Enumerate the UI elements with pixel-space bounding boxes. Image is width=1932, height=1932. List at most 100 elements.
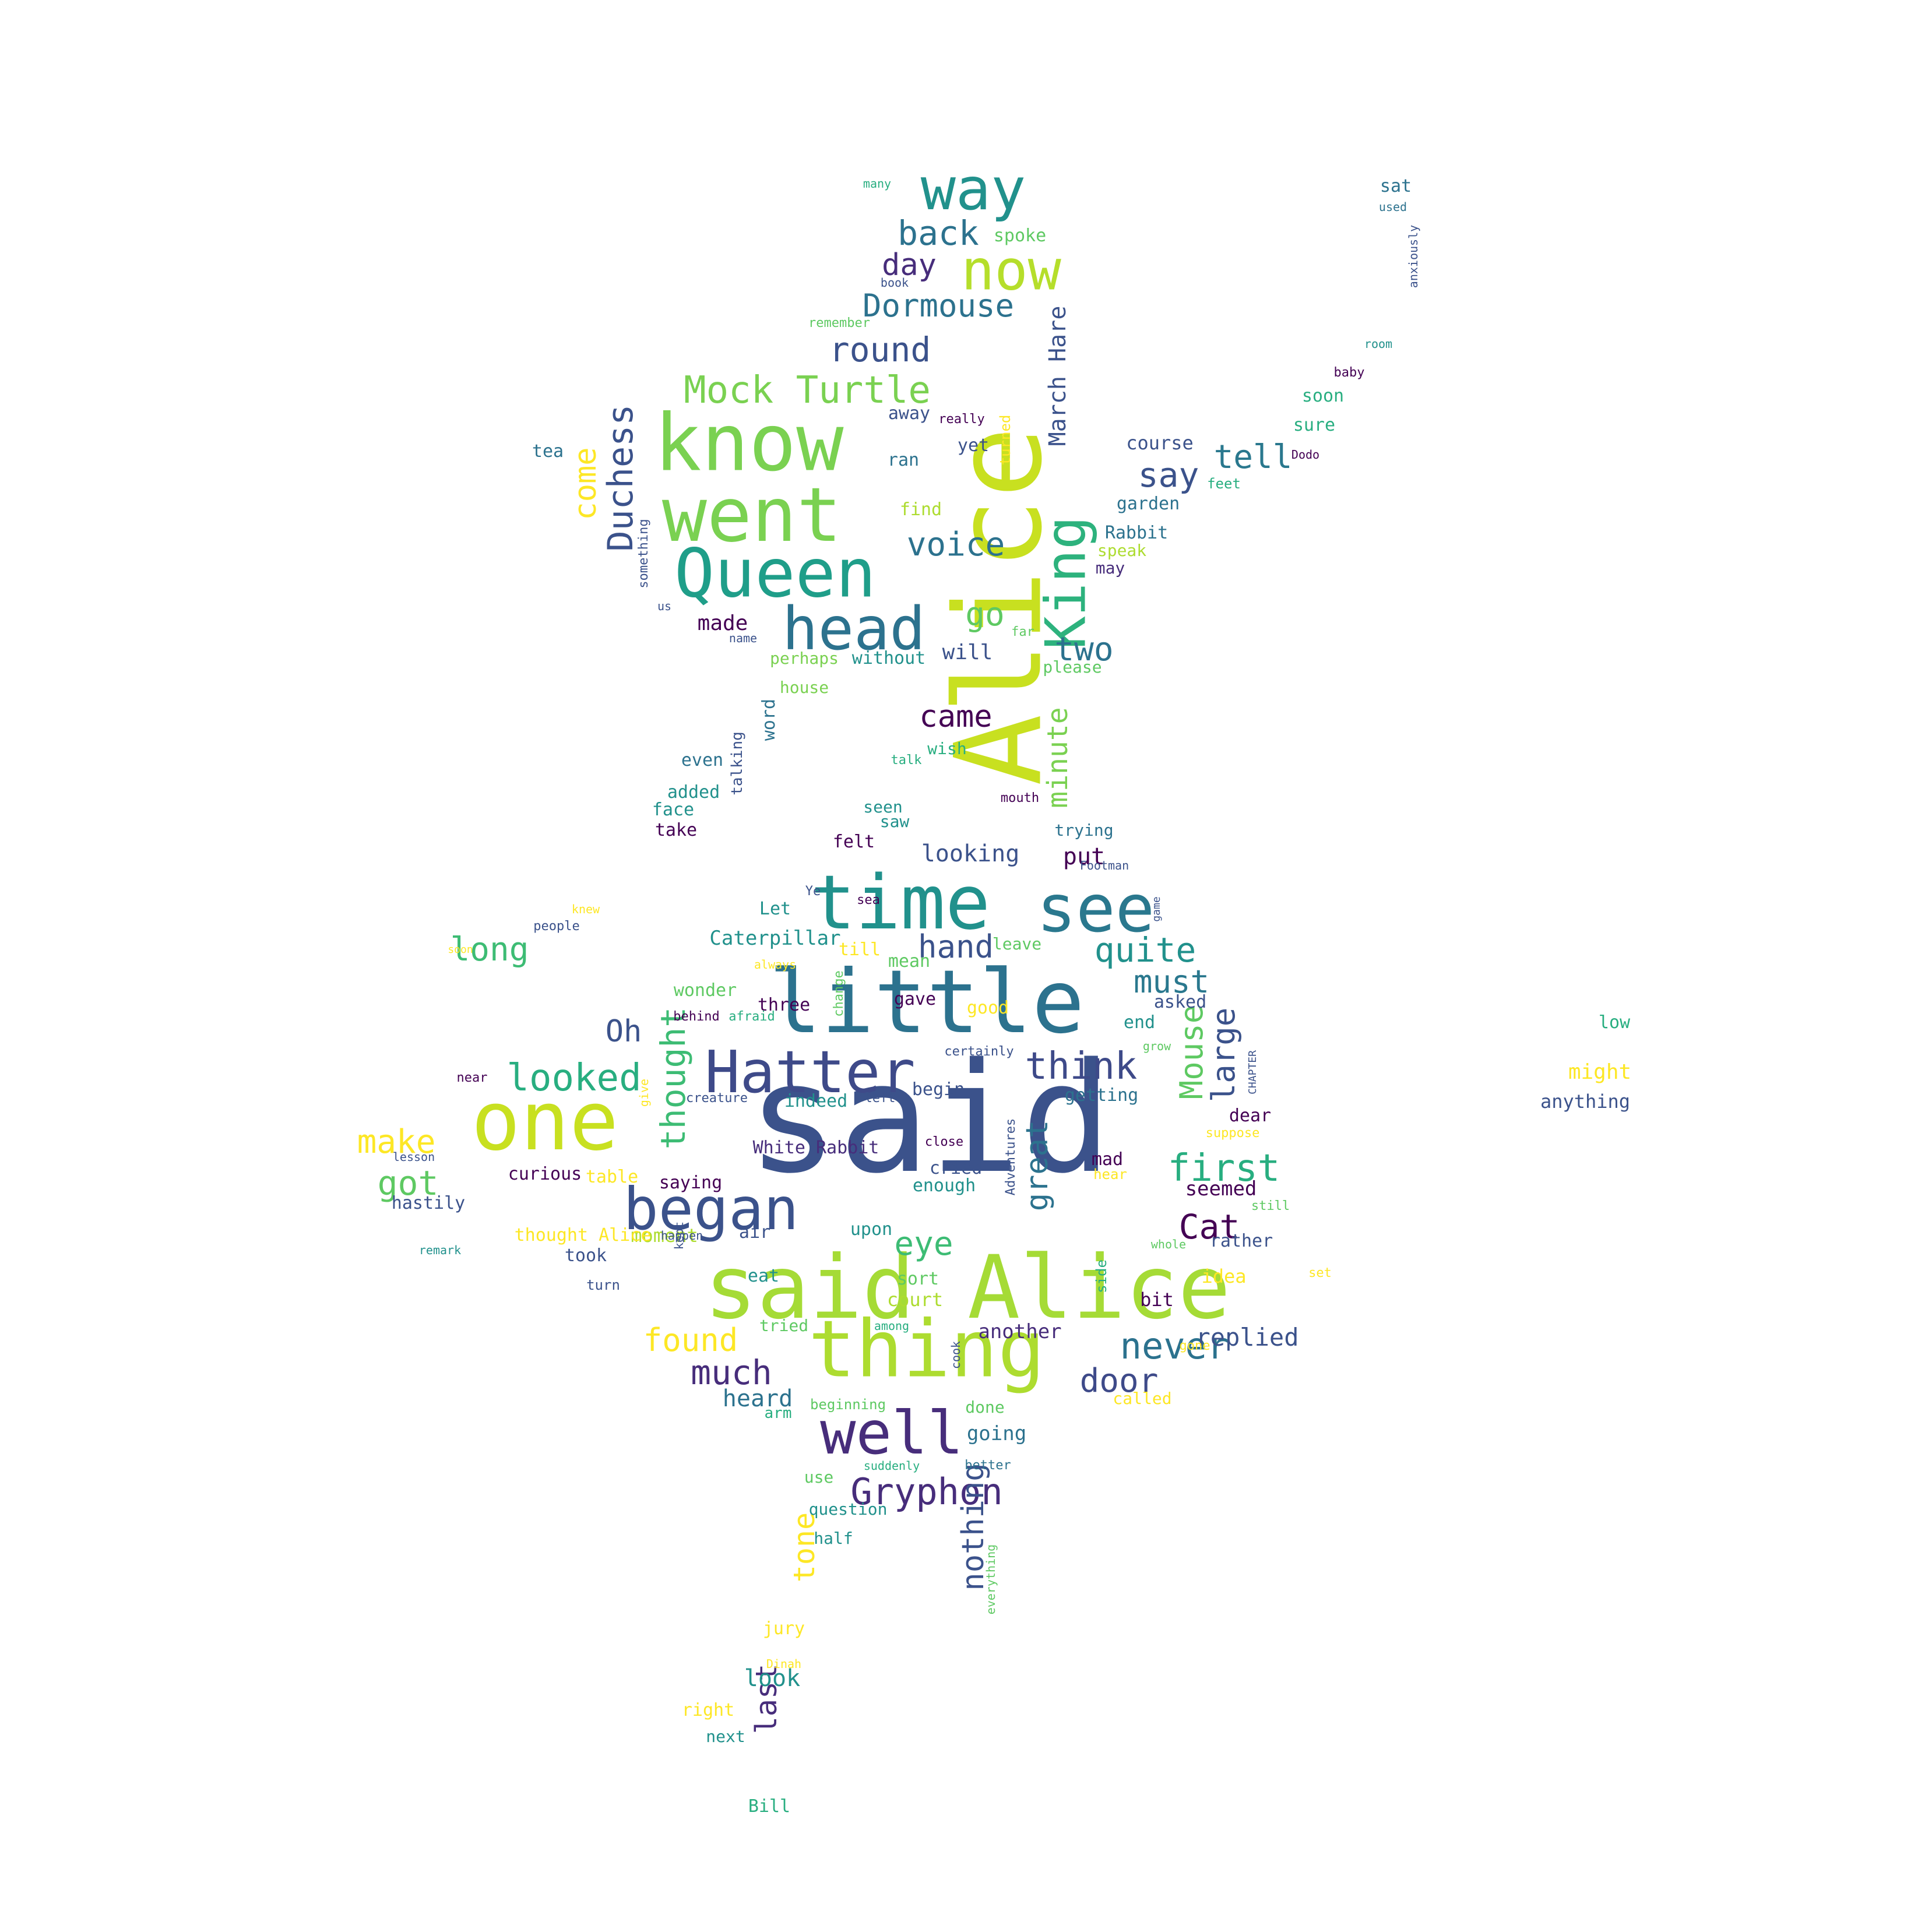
cloud-word: house [779, 678, 829, 697]
cloud-word: Cat [1178, 1207, 1240, 1247]
cloud-word: indeed [784, 1091, 848, 1111]
cloud-word: many [863, 177, 892, 191]
cloud-word: please [1043, 657, 1102, 677]
cloud-word: sure [1293, 415, 1336, 435]
cloud-word: hear [1093, 1166, 1127, 1183]
cloud-word: upon [850, 1219, 893, 1240]
cloud-word: near [456, 1071, 488, 1085]
cloud-word: well [820, 1399, 963, 1468]
cloud-word: long [450, 931, 529, 969]
cloud-word: knew [571, 902, 600, 916]
cloud-word: mad [1091, 1149, 1124, 1170]
cloud-word: air [738, 1222, 771, 1243]
cloud-word: afraid [729, 1009, 775, 1024]
cloud-word: Dormouse [862, 287, 1015, 324]
cloud-word: may [1095, 558, 1125, 578]
cloud-word: give [637, 1078, 651, 1107]
cloud-word: close [924, 1135, 964, 1149]
cloud-word: anxiously [1406, 224, 1420, 288]
cloud-word: take [654, 820, 698, 840]
cloud-word: find [899, 499, 942, 520]
cloud-word: half [814, 1529, 853, 1548]
cloud-word: mouth [1000, 791, 1040, 805]
cloud-word: saying [659, 1173, 723, 1193]
cloud-word: people [533, 919, 580, 934]
cloud-word: question [808, 1500, 888, 1519]
cloud-word: name [729, 631, 758, 645]
cloud-word: March Hare [1044, 305, 1071, 446]
cloud-word: cried [929, 1158, 983, 1178]
cloud-word: heard [722, 1385, 793, 1412]
cloud-word: looking [921, 840, 1020, 867]
cloud-word: turned [997, 414, 1013, 466]
cloud-word: King [1034, 516, 1099, 650]
cloud-word: Mock Turtle [684, 369, 931, 412]
cloud-word: never [1120, 1325, 1229, 1367]
cloud-word: eye [894, 1225, 953, 1263]
cloud-word: door [1079, 1362, 1159, 1400]
cloud-word: everything [984, 1544, 998, 1615]
cloud-word: first [1167, 1147, 1280, 1190]
cloud-word: suddenly [863, 1459, 920, 1473]
cloud-word: eat [747, 1266, 780, 1286]
cloud-word: bit [1140, 1289, 1174, 1311]
cloud-word: asked [1153, 992, 1207, 1012]
cloud-word: White Rabbit [752, 1138, 879, 1158]
cloud-word: Caterpillar [709, 927, 841, 950]
cloud-word: talking [729, 731, 746, 796]
cloud-word: yet [957, 435, 990, 456]
cloud-word: hand [917, 928, 994, 965]
cloud-word: CHAPTER [1247, 1050, 1259, 1095]
cloud-word: come [568, 447, 603, 520]
cloud-word: far [1011, 625, 1034, 639]
cloud-word: say [1138, 455, 1199, 495]
cloud-word: felt [832, 832, 875, 852]
cloud-word: quite [1094, 930, 1196, 970]
cloud-word: came [919, 699, 993, 734]
cloud-word: tea [532, 441, 564, 462]
cloud-word: sat [1380, 176, 1412, 196]
cloud-word: saw [879, 812, 910, 831]
cloud-word: Duchess [600, 404, 641, 552]
cloud-word: used [1378, 200, 1407, 214]
cloud-word: another [978, 1320, 1062, 1343]
cloud-word: left [864, 1091, 896, 1106]
cloud-word: large [1205, 1007, 1242, 1103]
cloud-word: done [965, 1398, 1005, 1417]
cloud-word: garden [1116, 494, 1180, 514]
cloud-word: soon [1301, 386, 1345, 406]
cloud-word: mean [888, 951, 931, 972]
cloud-word: Gryphon [850, 1470, 1003, 1513]
cloud-word: jury [762, 1618, 805, 1639]
cloud-word: moment [631, 1224, 698, 1247]
cloud-word: thought Alice [514, 1225, 652, 1245]
cloud-word: among [874, 1319, 910, 1333]
cloud-word: side [1093, 1259, 1110, 1293]
cloud-word: cook [949, 1340, 963, 1370]
cloud-word: creature [686, 1091, 748, 1106]
cloud-word: began [623, 1175, 799, 1243]
cloud-word: Oh [605, 1014, 642, 1049]
cloud-word: curious [508, 1164, 582, 1184]
cloud-word: Adventures [1004, 1118, 1018, 1196]
cloud-word: much [691, 1353, 772, 1392]
cloud-word: Queen [674, 534, 877, 613]
cloud-word: even [681, 750, 724, 770]
cloud-word: go [965, 596, 1005, 634]
cloud-word: remember [808, 316, 870, 330]
cloud-word: going [966, 1422, 1027, 1445]
cloud-word: day [882, 248, 937, 283]
cloud-word: still [1251, 1199, 1290, 1213]
cloud-word: lesson [392, 1150, 435, 1164]
cloud-word: leave [992, 934, 1042, 953]
cloud-word: said Alice [704, 1237, 1231, 1339]
cloud-word: room [1364, 337, 1393, 351]
cloud-word: great [1020, 1120, 1055, 1212]
cloud-word: made [697, 611, 748, 635]
cloud-word: trying [1054, 821, 1114, 840]
cloud-word: remark [418, 1243, 462, 1257]
cloud-word: think [1025, 1045, 1138, 1088]
cloud-word: gone [1179, 1339, 1210, 1353]
cloud-word: use [804, 1468, 834, 1487]
